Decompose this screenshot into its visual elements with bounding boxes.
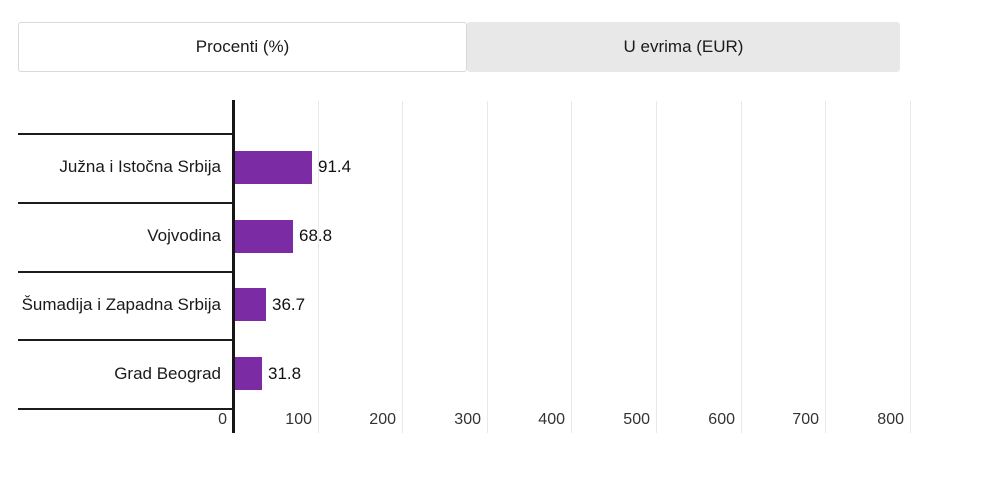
x-tick-label-200: 200 bbox=[369, 411, 396, 428]
bar-1[interactable] bbox=[235, 151, 312, 184]
gridline-100 bbox=[318, 101, 319, 433]
category-label: Vojvodina bbox=[147, 226, 221, 245]
category-label: Grad Beograd bbox=[114, 364, 221, 383]
bar-value-label: 68.8 bbox=[299, 226, 333, 245]
category-label: Šumadija i Zapadna Srbija bbox=[21, 295, 221, 314]
tab-bar: Procenti (%) U evrima (EUR) bbox=[18, 22, 900, 72]
tab-procenti[interactable]: Procenti (%) bbox=[18, 22, 467, 72]
x-tick-label-400: 400 bbox=[538, 411, 565, 428]
gridline-400 bbox=[571, 101, 572, 433]
tab-u-evrima-label: U evrima (EUR) bbox=[623, 37, 744, 56]
category-label: Južna i Istočna Srbija bbox=[59, 157, 221, 176]
bar-3[interactable] bbox=[235, 288, 266, 321]
gridline-600 bbox=[741, 101, 742, 433]
bar-value-label: 36.7 bbox=[272, 295, 306, 314]
x-tick-label-300: 300 bbox=[454, 411, 481, 428]
tab-procenti-label: Procenti (%) bbox=[195, 37, 290, 56]
x-tick-label-700: 700 bbox=[792, 411, 819, 428]
gridline-500 bbox=[656, 101, 657, 433]
row-separator bbox=[18, 271, 233, 273]
x-tick-label-0: 0 bbox=[218, 411, 227, 428]
bar-2[interactable] bbox=[235, 220, 293, 253]
row-separator bbox=[18, 133, 233, 135]
x-tick-label-100: 100 bbox=[285, 411, 312, 428]
gridline-200 bbox=[402, 101, 403, 433]
gridline-800 bbox=[910, 101, 911, 433]
row-separator bbox=[18, 202, 233, 204]
gridline-300 bbox=[487, 101, 488, 433]
x-tick-label-800: 800 bbox=[877, 411, 904, 428]
row-separator bbox=[18, 408, 233, 410]
bar-4[interactable] bbox=[235, 357, 262, 390]
y-axis-line bbox=[232, 100, 235, 433]
row-separator bbox=[18, 339, 233, 341]
tab-u-evrima[interactable]: U evrima (EUR) bbox=[467, 22, 900, 72]
bar-value-label: 31.8 bbox=[268, 364, 302, 383]
x-tick-label-600: 600 bbox=[708, 411, 735, 428]
x-tick-label-500: 500 bbox=[623, 411, 650, 428]
bar-value-label: 91.4 bbox=[318, 157, 352, 176]
gridline-700 bbox=[825, 101, 826, 433]
